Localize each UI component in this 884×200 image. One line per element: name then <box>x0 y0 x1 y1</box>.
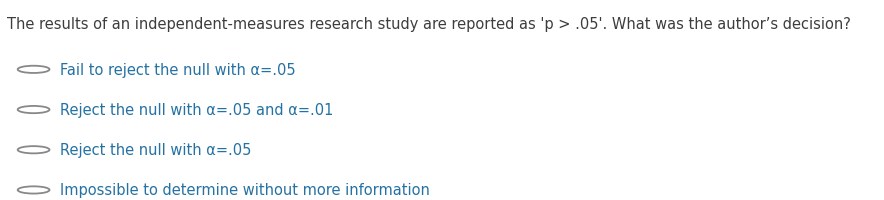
Text: Reject the null with α=.05: Reject the null with α=.05 <box>60 143 251 157</box>
Text: The results of an independent-measures research study are reported as 'p > .05'.: The results of an independent-measures r… <box>7 17 851 31</box>
Text: Fail to reject the null with α=.05: Fail to reject the null with α=.05 <box>60 63 296 77</box>
Text: Impossible to determine without more information: Impossible to determine without more inf… <box>60 183 430 197</box>
Text: Reject the null with α=.05 and α=.01: Reject the null with α=.05 and α=.01 <box>60 103 333 117</box>
